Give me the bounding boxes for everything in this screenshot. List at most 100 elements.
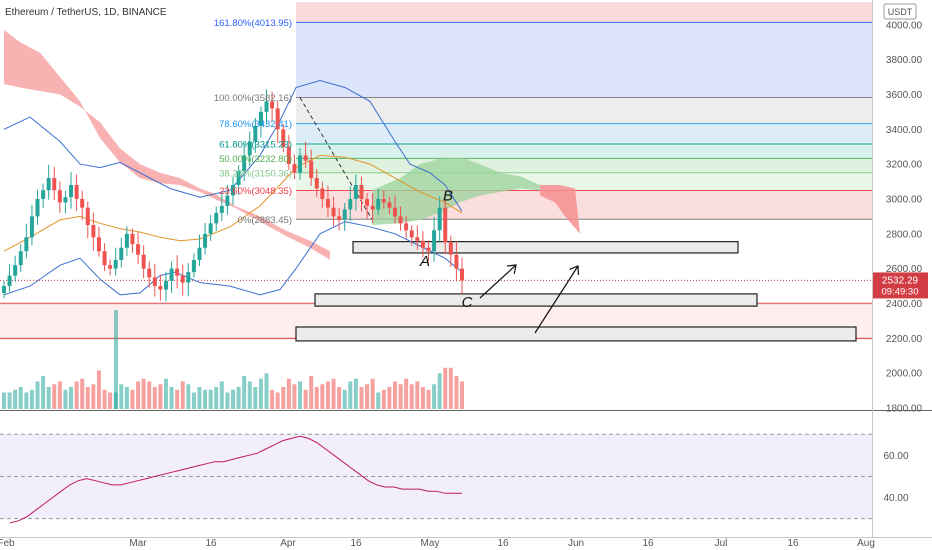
fib-label: 0%(2883.45) bbox=[238, 215, 292, 226]
fib-zone bbox=[296, 123, 872, 145]
fib-zone bbox=[296, 144, 872, 159]
arrow-line bbox=[479, 264, 517, 299]
volume-bar bbox=[460, 381, 464, 409]
volume-bar bbox=[337, 387, 342, 409]
axes[interactable]: 1800.00 2000.00 2200.00 2400.00 2600.00 2800.… bbox=[0, 20, 923, 549]
volume-bar bbox=[325, 381, 330, 409]
candle-body bbox=[130, 233, 135, 245]
support-box[interactable] bbox=[352, 241, 739, 254]
last-price-tag: 2532.29 09:49:30 bbox=[873, 272, 928, 299]
volume-bar bbox=[426, 389, 431, 409]
volume-bar bbox=[57, 381, 62, 409]
volume-bar bbox=[303, 389, 308, 409]
volume-bar bbox=[18, 387, 23, 409]
support-box[interactable] bbox=[295, 326, 857, 342]
candle-body bbox=[415, 237, 420, 241]
price-tick-label: 4000.00 bbox=[886, 20, 923, 31]
volume-bar bbox=[448, 367, 453, 409]
volume-spike bbox=[114, 310, 118, 409]
candle-body bbox=[247, 141, 252, 156]
time-tick-label: 16 bbox=[787, 538, 799, 549]
currency-badge-box[interactable] bbox=[883, 3, 917, 20]
support-boxes[interactable] bbox=[295, 241, 857, 342]
volume-bar bbox=[331, 378, 336, 409]
candle-body bbox=[197, 247, 202, 260]
volume-bar bbox=[119, 384, 124, 409]
candle-body bbox=[191, 259, 196, 273]
candle-body bbox=[141, 254, 146, 269]
candle-body bbox=[275, 108, 280, 130]
candle-body bbox=[152, 277, 157, 287]
candle-body bbox=[225, 195, 230, 206]
fib-zone bbox=[296, 22, 872, 98]
wave-label: B bbox=[443, 188, 453, 205]
rsi-tick-label: 40.00 bbox=[883, 493, 908, 504]
volume-bar bbox=[258, 378, 263, 409]
candle-body bbox=[2, 286, 6, 294]
candle-body bbox=[409, 230, 414, 238]
candle-body bbox=[314, 178, 319, 189]
chart-title: Ethereum / TetherUS, 1D, BINANCE bbox=[5, 7, 167, 18]
volume-bar bbox=[180, 381, 185, 409]
candle-body bbox=[24, 237, 29, 252]
time-tick-label: Jul bbox=[715, 538, 728, 549]
volume-bar bbox=[381, 389, 386, 409]
candle-body bbox=[387, 202, 392, 208]
volume-bar bbox=[415, 381, 420, 409]
volume-bar bbox=[376, 392, 381, 409]
volume-bar bbox=[275, 392, 280, 409]
candle-body bbox=[342, 209, 347, 220]
volume-bar bbox=[130, 389, 135, 409]
volume-bar bbox=[443, 367, 448, 409]
bar-countdown: 09:49:30 bbox=[882, 286, 919, 297]
candle-body bbox=[13, 265, 18, 276]
volume-bar bbox=[175, 389, 180, 409]
price-tick-label: 1800.00 bbox=[886, 404, 923, 415]
fib-zone bbox=[296, 97, 872, 124]
candle-body bbox=[337, 216, 342, 220]
candle-body bbox=[292, 164, 297, 173]
candle-body bbox=[208, 223, 213, 234]
support-box[interactable] bbox=[314, 293, 758, 307]
volume-bar bbox=[7, 392, 12, 409]
candle-body bbox=[91, 225, 96, 238]
arrow-line bbox=[534, 265, 579, 334]
candle-body bbox=[426, 247, 431, 252]
volume-bar bbox=[292, 384, 297, 409]
volume-bar bbox=[437, 373, 442, 409]
time-tick-label: Aug bbox=[857, 538, 875, 549]
candle-body bbox=[298, 155, 303, 173]
candle-body bbox=[119, 247, 124, 260]
time-tick-label: Mar bbox=[129, 538, 147, 549]
candle-body bbox=[147, 268, 152, 278]
fib-label: 100.00%(3582.16) bbox=[214, 93, 292, 104]
fibonacci-labels: 161.80%(4013.95) 100.00%(3582.16) 78.60%(3… bbox=[214, 18, 292, 226]
bollinger-lower bbox=[3, 221, 463, 296]
candle-body bbox=[180, 275, 185, 283]
candle-body bbox=[158, 286, 163, 290]
price-tick-label: 3000.00 bbox=[886, 194, 923, 205]
candle-body bbox=[286, 146, 291, 165]
volume-bar bbox=[147, 381, 152, 409]
candle-body bbox=[264, 101, 269, 112]
candle-body bbox=[102, 251, 107, 266]
volume-bar bbox=[191, 392, 196, 409]
annotations: A B C bbox=[419, 188, 580, 334]
volume-bar bbox=[432, 384, 437, 409]
candle-body bbox=[46, 178, 51, 191]
bollinger-upper bbox=[3, 79, 463, 212]
volume-bar bbox=[370, 378, 375, 409]
candle-body bbox=[353, 185, 358, 199]
volume-bar bbox=[186, 384, 191, 409]
candle-body bbox=[348, 198, 353, 210]
candle-body bbox=[57, 190, 62, 203]
price-tick-label: 2800.00 bbox=[886, 229, 923, 240]
candle-body bbox=[325, 198, 330, 208]
volume-bar bbox=[13, 389, 18, 409]
cloud-bullish bbox=[372, 157, 540, 226]
time-tick-label: May bbox=[421, 538, 440, 549]
volume-bar bbox=[387, 387, 392, 409]
volume-bar bbox=[2, 392, 6, 409]
rsi-line bbox=[9, 435, 462, 524]
